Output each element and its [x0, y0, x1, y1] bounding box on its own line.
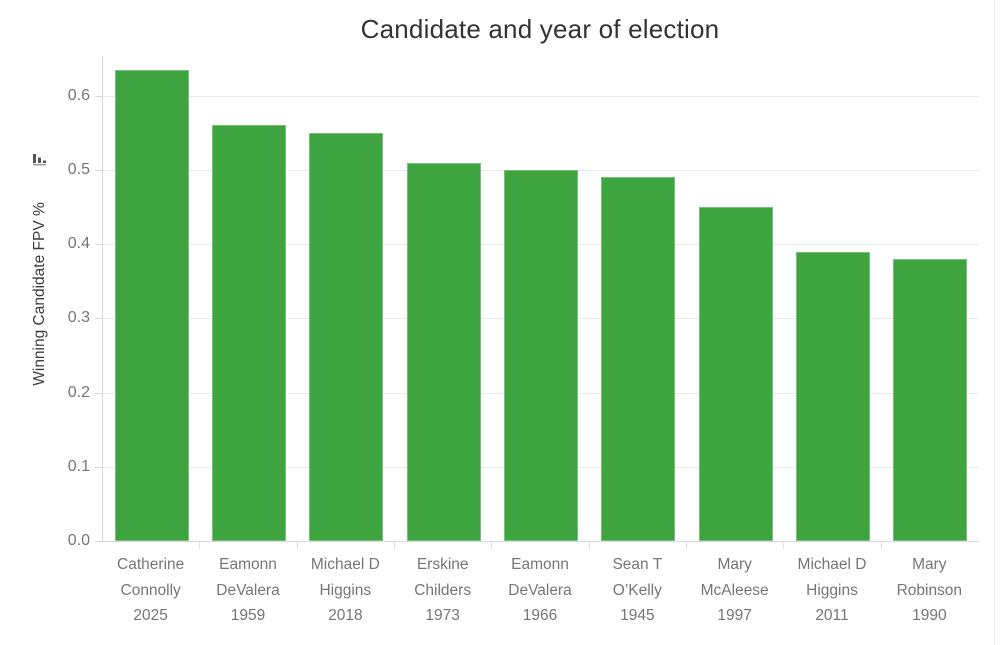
- x-category-separator: [296, 542, 298, 549]
- x-axis-label-line: 1973: [425, 607, 460, 624]
- y-tick-mark: [95, 170, 102, 171]
- x-axis-label: Eamonn DeValera 1966: [491, 552, 588, 629]
- x-axis-label-line: 1997: [717, 607, 752, 624]
- x-axis-labels: Catherine Connolly 2025 Eamonn DeValera 1959 M…: [102, 552, 978, 632]
- x-axis-label-line: Mary: [717, 556, 752, 573]
- x-category-separator: [199, 542, 201, 549]
- chart-title: Candidate and year of election: [360, 14, 720, 44]
- y-tick-label: 0.4: [67, 235, 90, 253]
- x-axis-label-line: 2025: [133, 607, 168, 624]
- y-tick-mark: [95, 541, 102, 542]
- bar-eamonn-devalera-1966[interactable]: [504, 170, 578, 541]
- bar-erskine-childers-1973[interactable]: [406, 162, 481, 541]
- x-axis-label-line: DeValera: [508, 581, 572, 599]
- y-tick-mark: [95, 466, 102, 468]
- x-category-separator: [686, 542, 687, 549]
- y-tick-mark: [95, 392, 102, 394]
- x-axis-label-line: Eamonn: [219, 556, 277, 573]
- x-axis-label-line: Michael D: [797, 556, 867, 573]
- y-tick-mark: [95, 95, 102, 97]
- x-axis-label-line: DeValera: [216, 581, 280, 599]
- x-category-separator: [588, 542, 590, 549]
- bar-sean-t-o-kelly-1945[interactable]: [601, 177, 676, 541]
- x-axis-label-line: Mary: [912, 556, 947, 573]
- x-axis-label-line: O’Kelly: [612, 581, 662, 599]
- x-axis-label: Mary Robinson 1990: [881, 552, 978, 629]
- x-axis-label: Michael D Higgins 2011: [783, 552, 880, 629]
- y-tick-mark: [95, 318, 102, 320]
- x-category-separator: [491, 542, 493, 549]
- y-tick-label: 0.3: [67, 309, 90, 327]
- x-axis-label-line: Robinson: [896, 581, 963, 599]
- x-axis-label: Eamonn DeValera 1959: [199, 552, 296, 629]
- y-tick-label: 0.0: [67, 532, 90, 549]
- x-axis-label-line: 2011: [815, 607, 849, 624]
- x-axis-label-line: Higgins: [806, 581, 858, 599]
- x-axis-label-line: 1966: [522, 607, 558, 624]
- bar-catherine-connolly-2025[interactable]: [114, 69, 189, 541]
- x-category-separator: [880, 542, 882, 549]
- x-axis-label-line: 1959: [230, 607, 266, 624]
- window-edge-divider: [994, 0, 995, 645]
- plot-area: [102, 56, 979, 542]
- y-tick-mark: [95, 244, 102, 246]
- x-axis-label-line: 1990: [912, 607, 947, 624]
- x-axis-label: Sean T O’Kelly 1945: [589, 552, 686, 629]
- x-axis-label-line: 1945: [620, 607, 655, 624]
- x-axis-label: Catherine Connolly 2025: [102, 552, 199, 629]
- bar-michael-d-higgins-2011[interactable]: [796, 251, 870, 541]
- x-axis-label: Erskine Childers 1973: [394, 552, 491, 629]
- x-axis-label-line: McAleese: [700, 581, 769, 599]
- x-axis-label-line: Sean T: [612, 556, 663, 573]
- x-axis-label-line: Catherine: [117, 556, 185, 573]
- x-axis-label-line: Erskine: [416, 556, 469, 573]
- y-tick-label: 0.5: [67, 161, 90, 178]
- x-axis-label-line: Michael D: [310, 556, 380, 573]
- x-axis-label: Mary McAleese 1997: [686, 552, 783, 629]
- y-tick-label: 0.1: [67, 457, 90, 475]
- bar-eamonn-devalera-1959[interactable]: [212, 125, 286, 541]
- x-category-separator: [394, 542, 395, 549]
- x-axis-label-line: 2018: [328, 607, 363, 624]
- sort-descending-bars-icon[interactable]: [32, 151, 49, 168]
- gridline: [103, 95, 979, 97]
- x-category-separator: [783, 542, 785, 549]
- bar-mary-robinson-1990[interactable]: [893, 259, 968, 541]
- y-tick-label: 0.2: [67, 383, 90, 401]
- bar-michael-d-higgins-2018[interactable]: [309, 132, 384, 541]
- bar-mary-mcaleese-1997[interactable]: [698, 207, 773, 541]
- x-axis-label-line: Eamonn: [511, 556, 569, 573]
- y-axis-title: Winning Candidate FPV %: [31, 202, 48, 386]
- x-axis-label-line: Connolly: [120, 581, 181, 599]
- x-axis-label-line: Higgins: [319, 581, 372, 599]
- x-axis-label: Michael D Higgins 2018: [297, 552, 394, 629]
- y-tick-label: 0.6: [67, 86, 90, 104]
- x-axis-label-line: Childers: [414, 581, 472, 599]
